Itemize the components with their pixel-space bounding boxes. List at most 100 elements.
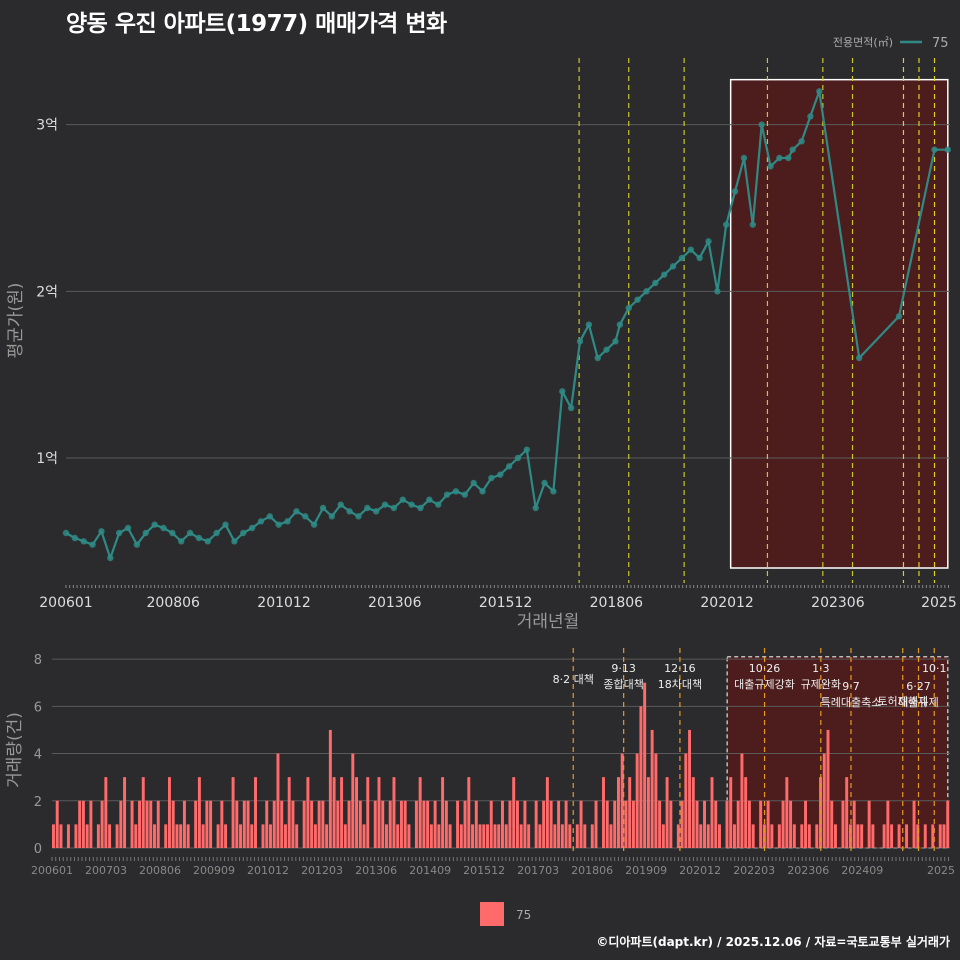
- volume-bar: [171, 800, 175, 848]
- price-point: [559, 388, 566, 395]
- volume-bar: [422, 800, 426, 848]
- volume-bar: [860, 824, 864, 848]
- price-point: [337, 501, 344, 508]
- price-point: [62, 529, 70, 537]
- volume-bar: [272, 800, 276, 848]
- volume-bar: [235, 800, 239, 848]
- x-tick-label: 200703: [85, 864, 127, 877]
- volume-bar: [545, 777, 549, 848]
- price-point: [789, 146, 796, 153]
- policy-annotation-line: 규제완화: [801, 678, 841, 691]
- volume-bar: [946, 800, 950, 848]
- volume-bar: [336, 800, 340, 848]
- x-tick-label: 2025: [921, 595, 957, 611]
- x-tick-label: 202306: [787, 864, 829, 877]
- source-footer: ©디아파트(dapt.kr) / 2025.12.06 / 자료=국토교통부 실…: [596, 935, 950, 949]
- volume-bar: [351, 753, 355, 848]
- price-point: [328, 513, 336, 520]
- volume-bar: [493, 824, 497, 848]
- volume-bar: [770, 824, 774, 848]
- volume-bar: [403, 800, 407, 848]
- price-point: [390, 504, 398, 512]
- price-point: [275, 521, 282, 528]
- price-point: [435, 501, 442, 508]
- volume-bar: [186, 824, 190, 848]
- x-tick-label: 202012: [679, 864, 721, 877]
- price-point: [470, 479, 477, 487]
- policy-annotation-line: 대출규제강화: [734, 678, 795, 691]
- volume-bar: [669, 800, 673, 848]
- price-point: [634, 296, 641, 303]
- price-point: [807, 113, 814, 120]
- volume-bar: [302, 800, 306, 848]
- x-tick-label: 201306: [355, 864, 397, 877]
- volume-bar: [482, 824, 486, 848]
- price-point: [461, 491, 468, 498]
- price-point: [731, 188, 739, 195]
- policy-annotation: 10·26 대출규제강화: [734, 662, 795, 691]
- policy-annotation-line: 토허제해제: [877, 694, 928, 708]
- volume-bar: [407, 824, 411, 848]
- policy-annotation-line: 8·2 대책: [553, 673, 594, 686]
- price-point: [669, 263, 677, 270]
- volume-bar: [388, 800, 392, 848]
- volume-bar: [355, 777, 359, 848]
- volume-bar: [55, 800, 59, 848]
- y-axis-title: 평균가(원): [6, 283, 26, 359]
- price-point: [124, 524, 132, 532]
- volume-bar: [620, 753, 624, 848]
- volume-bar: [680, 800, 684, 848]
- volume-bar: [474, 800, 478, 848]
- volume-bar: [826, 729, 830, 848]
- price-point: [687, 246, 694, 253]
- volume-bar: [658, 800, 662, 848]
- volume-bar: [52, 824, 55, 848]
- volume-bar: [661, 824, 665, 848]
- volume-bar: [340, 777, 344, 848]
- volume-bar: [246, 800, 250, 848]
- price-point: [160, 524, 167, 532]
- volume-bar: [942, 824, 946, 848]
- volume-bar: [736, 800, 740, 848]
- volume-bar: [792, 824, 796, 848]
- volume-bar: [85, 824, 89, 848]
- volume-bar: [856, 824, 860, 848]
- volume-bar: [747, 800, 751, 848]
- volume-bar: [194, 800, 198, 848]
- price-point: [798, 138, 805, 145]
- policy-annotation-line: 10·26: [749, 662, 781, 675]
- volume-bar: [553, 824, 557, 848]
- policy-annotation: 6·27 대출규제: [898, 680, 938, 709]
- volume-bar: [89, 800, 93, 848]
- volume-bar: [706, 824, 710, 848]
- volume-bar: [362, 824, 366, 848]
- highlight-region: [729, 78, 949, 569]
- y-tick-label: 3억: [36, 118, 58, 134]
- volume-bar: [276, 753, 280, 848]
- price-point: [594, 354, 601, 362]
- volume-bar: [688, 729, 692, 848]
- x-tick-label: 201806: [571, 864, 613, 877]
- volume-bar: [654, 753, 658, 848]
- volume-bar: [205, 800, 209, 848]
- price-point: [816, 88, 823, 95]
- price-point: [497, 471, 504, 478]
- volume-bar: [197, 777, 201, 848]
- page-title: 양동 우진 아파트(1977) 매매가격 변화: [66, 11, 447, 37]
- volume-bar: [123, 777, 127, 848]
- volume-bar: [602, 777, 605, 848]
- volume-bar: [489, 800, 493, 848]
- volume-bar: [841, 800, 845, 848]
- volume-bar: [871, 824, 875, 848]
- legend-title: 전용면적(㎡): [833, 36, 893, 49]
- volume-bar: [938, 824, 942, 848]
- x-tick-label: 202409: [841, 864, 883, 877]
- volume-bar: [639, 706, 643, 848]
- policy-annotation-line: 18차대책: [658, 678, 702, 691]
- volume-bar: [515, 800, 519, 848]
- y-tick-label: 1억: [36, 451, 58, 467]
- price-point: [213, 529, 220, 537]
- price-chart: 1억 2억 3억 200601 200806 201012 201306 201512 2018…: [6, 36, 957, 632]
- price-point: [151, 521, 158, 528]
- price-point: [758, 121, 765, 128]
